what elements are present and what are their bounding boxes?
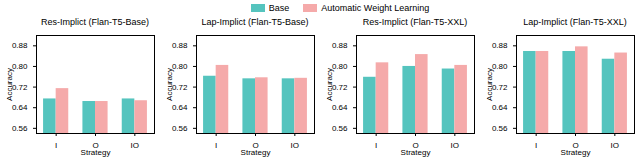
svg-text:0.72: 0.72	[12, 83, 28, 92]
svg-text:O: O	[412, 141, 419, 151]
svg-text:0.64: 0.64	[492, 103, 508, 112]
svg-text:I: I	[55, 141, 57, 150]
svg-text:0.88: 0.88	[172, 41, 188, 50]
svg-text:0.72: 0.72	[172, 83, 188, 92]
svg-text:0.80: 0.80	[492, 62, 508, 71]
svg-text:0.88: 0.88	[332, 41, 348, 50]
svg-text:0.88: 0.88	[492, 41, 508, 50]
svg-text:Accuracy: Accuracy	[485, 68, 494, 101]
svg-text:I: I	[535, 141, 537, 150]
svg-text:0.56: 0.56	[492, 124, 508, 133]
svg-text:Strategy: Strategy	[241, 148, 271, 157]
svg-text:Strategy: Strategy	[81, 148, 111, 157]
svg-text:I: I	[215, 141, 217, 150]
svg-text:0.80: 0.80	[332, 62, 348, 71]
svg-text:Accuracy: Accuracy	[5, 68, 14, 101]
html-text:Automatic Weight Learning: Automatic Weight Learning	[321, 3, 430, 13]
svg-text:O: O	[572, 141, 579, 151]
svg-text:0.56: 0.56	[172, 124, 188, 133]
svg-text:Strategy: Strategy	[561, 148, 591, 157]
html-text:Res-Implict (Flan-T5-XXL): Res-Implict (Flan-T5-XXL)	[362, 17, 468, 27]
svg-text:0.64: 0.64	[172, 103, 188, 112]
svg-text:0.80: 0.80	[12, 62, 28, 71]
svg-text:0.56: 0.56	[12, 124, 28, 133]
html-text:Res-Implict (Flan-T5-Base): Res-Implict (Flan-T5-Base)	[41, 17, 149, 27]
svg-text:0.88: 0.88	[12, 41, 28, 50]
svg-text:0.80: 0.80	[172, 62, 188, 71]
html-text:Lap-Implict (Flan-T5-Base): Lap-Implict (Flan-T5-Base)	[201, 17, 309, 27]
svg-text:0.56: 0.56	[332, 124, 348, 133]
svg-text:I: I	[375, 141, 377, 150]
html-text:Base: Base	[268, 3, 290, 13]
html-text:Lap-Implict (Flan-T5-XXL): Lap-Implict (Flan-T5-XXL)	[523, 17, 627, 27]
svg-text:0.72: 0.72	[332, 83, 348, 92]
svg-text:0.72: 0.72	[492, 83, 508, 92]
svg-text:0.64: 0.64	[332, 103, 348, 112]
svg-text:0.64: 0.64	[12, 103, 28, 112]
svg-text:Strategy: Strategy	[401, 148, 431, 157]
svg-text:IO: IO	[291, 141, 299, 150]
svg-text:O: O	[92, 141, 99, 151]
svg-text:O: O	[252, 141, 259, 151]
svg-text:Accuracy: Accuracy	[325, 68, 334, 101]
svg-text:Accuracy: Accuracy	[165, 68, 174, 101]
svg-text:IO: IO	[451, 141, 459, 150]
svg-text:IO: IO	[611, 141, 619, 150]
svg-text:IO: IO	[131, 141, 139, 150]
